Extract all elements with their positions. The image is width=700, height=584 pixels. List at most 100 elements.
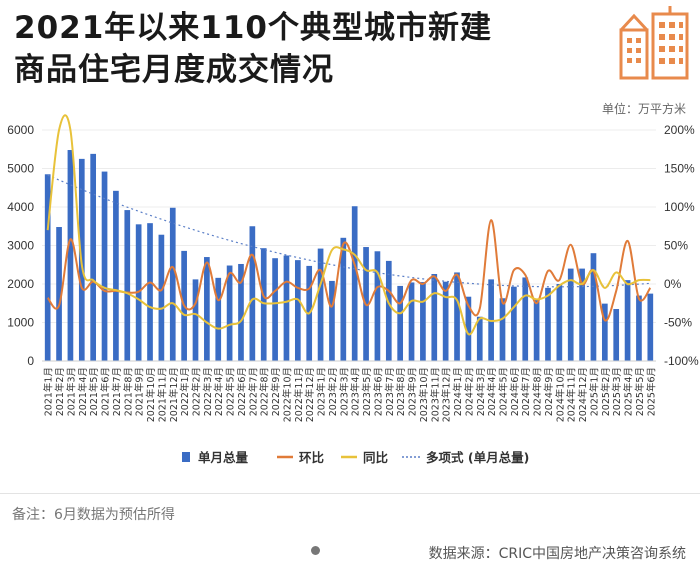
x-tick-label: 2021年4月 — [77, 367, 89, 416]
yoy-line — [46, 114, 651, 336]
y-left-tick-label: 4000 — [7, 200, 34, 214]
legend-label: 多项式 (单月总量) — [426, 450, 529, 465]
bar — [329, 280, 335, 361]
bar — [215, 277, 222, 361]
x-tick-label: 2022年2月 — [191, 367, 203, 416]
bar — [374, 251, 381, 361]
x-tick-label: 2023年7月 — [384, 367, 396, 416]
bar — [124, 210, 131, 361]
x-tick-label: 2023年3月 — [338, 367, 350, 416]
bar — [340, 237, 347, 361]
x-tick-label: 2023年12月 — [441, 367, 453, 422]
y-right-tick-label: 50% — [664, 239, 688, 253]
x-tick-label: 2023年5月 — [361, 367, 373, 416]
x-tick-label: 2025年5月 — [634, 367, 646, 416]
x-tick-label: 2022年5月 — [225, 367, 237, 416]
x-tick-label: 2021年3月 — [65, 367, 77, 416]
legend-label: 环比 — [299, 450, 325, 465]
x-tick-label: 2024年3月 — [475, 367, 487, 416]
x-tick-label: 2023年10月 — [418, 367, 430, 422]
x-tick-label: 2022年11月 — [293, 367, 305, 422]
chart-title-line-1: 2021年以来110个典型城市新建 — [14, 10, 492, 46]
x-tick-label: 2022年10月 — [281, 367, 293, 422]
divider — [0, 493, 700, 494]
legend-label: 同比 — [363, 450, 389, 465]
bar — [226, 265, 233, 361]
bar — [601, 303, 608, 361]
x-tick-label: 2022年7月 — [247, 367, 259, 416]
bar — [533, 298, 540, 361]
x-tick-label: 2024年8月 — [532, 367, 544, 416]
bar — [90, 153, 97, 361]
x-tick-label: 2023年2月 — [327, 367, 339, 416]
bar — [101, 171, 108, 361]
x-tick-label: 2023年6月 — [372, 367, 384, 416]
x-tick-label: 2024年11月 — [566, 367, 578, 422]
bar — [272, 258, 278, 361]
x-tick-label: 2024年4月 — [486, 367, 498, 416]
bar — [44, 174, 51, 361]
x-tick-label: 2022年3月 — [202, 367, 214, 416]
bar — [647, 293, 654, 361]
x-tick-label: 2021年6月 — [100, 367, 112, 416]
bar — [385, 260, 392, 361]
bar — [260, 248, 267, 361]
bar — [579, 268, 585, 361]
bar — [431, 273, 438, 361]
legend-label: 单月总量 — [198, 450, 249, 465]
bar — [249, 226, 256, 361]
x-tick-label: 2024年2月 — [463, 367, 475, 416]
x-tick-label: 2025年3月 — [611, 367, 623, 416]
x-tick-label: 2022年12月 — [304, 367, 316, 422]
chart-title-line-2: 商品住宅月度成交情况 — [14, 52, 334, 88]
chart-area: 0 1000 2000 3000 4000 5000 6000 -100% -50% 0% 50% 1… — [7, 114, 699, 465]
x-tick-label: 2022年4月 — [213, 367, 225, 416]
y-right-tick-label: -50% — [664, 316, 692, 330]
bar — [454, 272, 460, 361]
bar — [624, 280, 631, 361]
bar — [636, 295, 642, 361]
bar — [499, 298, 506, 361]
x-tick-label: 2025年6月 — [645, 367, 657, 416]
bar — [67, 150, 74, 361]
bar — [283, 255, 290, 361]
x-tick-label: 2024年12月 — [577, 367, 589, 422]
x-tick-label: 2021年7月 — [111, 367, 123, 416]
bar — [147, 223, 153, 361]
x-tick-label: 2021年9月 — [134, 367, 146, 416]
bar — [556, 284, 563, 361]
x-tick-label: 2025年4月 — [623, 367, 635, 416]
y-left-tick-label: 6000 — [7, 123, 34, 137]
x-tick-label: 2021年2月 — [54, 367, 66, 416]
bar — [158, 234, 165, 361]
bar — [192, 279, 199, 361]
x-tick-label: 2021年10月 — [145, 367, 157, 422]
trend-line — [47, 174, 651, 288]
y-left-tick-label: 2000 — [7, 277, 34, 291]
x-tick-label: 2022年9月 — [270, 367, 282, 416]
x-tick-label: 2023年11月 — [429, 367, 441, 422]
x-tick-label: 2024年7月 — [520, 367, 532, 416]
x-tick-label: 2024年9月 — [543, 367, 555, 416]
unit-label: 单位：万平方米 — [601, 102, 686, 116]
bar — [511, 286, 517, 361]
x-tick-label: 2025年2月 — [600, 367, 612, 416]
x-tick-label: 2023年8月 — [395, 367, 407, 416]
bar — [408, 282, 415, 361]
bar — [522, 277, 529, 361]
bar — [169, 207, 176, 361]
x-tick-label: 2021年12月 — [168, 367, 180, 422]
bar — [238, 263, 244, 361]
bar — [613, 309, 620, 361]
bar — [465, 296, 472, 361]
x-tick-label: 2024年1月 — [452, 367, 464, 416]
x-tick-label: 2024年10月 — [554, 367, 566, 422]
y-left-tick-label: 3000 — [7, 239, 34, 253]
bar — [317, 248, 324, 361]
y-left-tick-label: 5000 — [7, 162, 34, 176]
x-tick-label: 2025年1月 — [588, 367, 600, 416]
y-left-tick-label: 0 — [27, 354, 34, 368]
bar — [567, 268, 574, 361]
bar — [113, 190, 119, 361]
x-tick-label: 2023年9月 — [407, 367, 419, 416]
